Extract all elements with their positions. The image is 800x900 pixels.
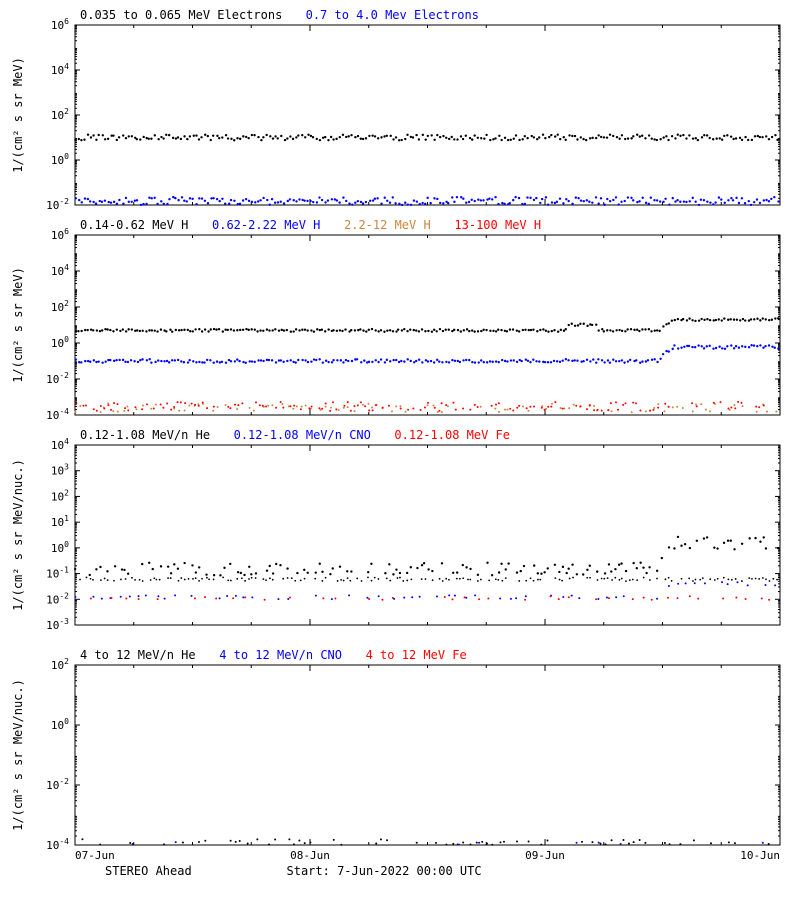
y-axis-label: 1/(cm² s sr MeV/nuc.) [11, 459, 25, 611]
series-legend-label: 4 to 12 MeV Fe [366, 648, 467, 662]
footer-start-time: Start: 7-Jun-2022 00:00 UTC [287, 864, 482, 878]
series-legend-label: 13-100 MeV H [454, 218, 541, 232]
svg-text:100: 100 [51, 152, 69, 167]
x-tick-label: 07-Jun [75, 849, 115, 862]
svg-text:10-3: 10-3 [46, 617, 69, 632]
svg-text:10-2: 10-2 [46, 777, 69, 792]
svg-text:100: 100 [51, 717, 69, 732]
series-legend-label: 4 to 12 MeV/n CNO [219, 648, 342, 662]
series-legend-label: 0.12-1.08 MeV Fe [394, 428, 510, 442]
y-axis-label: 1/(cm² s sr MeV/nuc.) [11, 679, 25, 831]
series-legend-label: 0.7 to 4.0 Mev Electrons [306, 8, 479, 22]
y-axis-label: 1/(cm² s sr MeV) [11, 267, 25, 383]
series-legend-label: 0.14-0.62 MeV H [80, 218, 188, 232]
svg-text:102: 102 [51, 299, 69, 314]
svg-text:102: 102 [51, 107, 69, 122]
svg-text:103: 103 [51, 463, 69, 478]
svg-text:10-2: 10-2 [46, 591, 69, 606]
x-tick-label: 09-Jun [525, 849, 565, 862]
svg-text:106: 106 [51, 17, 69, 32]
series-legend-label: 2.2-12 MeV H [344, 218, 431, 232]
svg-text:104: 104 [51, 263, 69, 278]
svg-text:106: 106 [51, 227, 69, 242]
svg-text:100: 100 [51, 540, 69, 555]
svg-text:101: 101 [51, 514, 69, 529]
series-legend-label: 4 to 12 MeV/n He [80, 648, 196, 662]
svg-text:10-4: 10-4 [46, 407, 69, 422]
svg-text:100: 100 [51, 335, 69, 350]
svg-text:102: 102 [51, 488, 69, 503]
x-tick-label: 08-Jun [290, 849, 330, 862]
svg-text:10-4: 10-4 [46, 837, 69, 852]
svg-text:10-2: 10-2 [46, 197, 69, 212]
series-legend-label: 0.12-1.08 MeV/n He [80, 428, 210, 442]
footer-mission-label: STEREO Ahead [105, 864, 192, 878]
svg-text:10-1: 10-1 [46, 566, 69, 581]
multi-panel-timeseries: 10-2 100 102 104 106 1/(cm² s sr MeV) 0.035 to… [0, 0, 800, 900]
series-legend-label: 0.62-2.22 MeV H [212, 218, 320, 232]
series-legend-label: 0.035 to 0.065 MeV Electrons [80, 8, 282, 22]
svg-text:104: 104 [51, 62, 69, 77]
svg-text:102: 102 [51, 657, 69, 672]
y-axis-label: 1/(cm² s sr MeV) [11, 57, 25, 173]
svg-text:10-2: 10-2 [46, 371, 69, 386]
svg-text:104: 104 [51, 437, 69, 452]
x-tick-label: 10-Jun [740, 849, 780, 862]
series-legend-label: 0.12-1.08 MeV/n CNO [234, 428, 371, 442]
